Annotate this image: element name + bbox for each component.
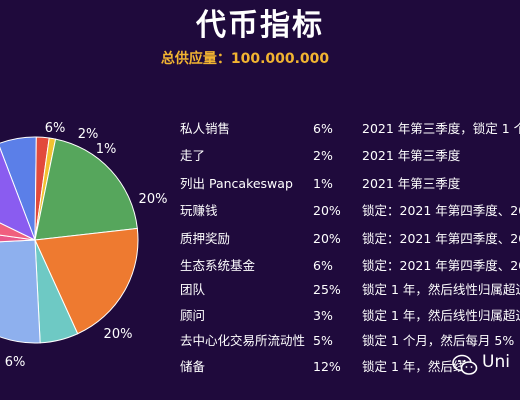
allocation-percent: 5%	[313, 333, 333, 348]
allocation-percent: 25%	[313, 282, 341, 297]
pie-slice	[34, 138, 138, 241]
allocation-note: 锁定 1 年，然后线性归属超过	[362, 308, 520, 323]
pie-label: 2%	[78, 127, 99, 142]
allocation-note: 锁定：2021 年第四季度、20	[362, 203, 520, 218]
pie-label: 20%	[139, 192, 168, 207]
allocation-note: 2021 年第三季度	[362, 148, 461, 163]
allocation-note: 2021 年第三季度	[362, 176, 461, 191]
pie-label: 1%	[96, 142, 117, 157]
total-supply: 总供应量：100.000.000	[160, 51, 330, 67]
allocation-percent: 3%	[313, 308, 333, 323]
allocation-name: 质押奖励	[180, 231, 231, 246]
allocation-percent: 6%	[313, 258, 333, 273]
allocation-note: 锁定：2021 年第四季度、20	[362, 258, 520, 273]
allocation-name: 列出 Pancakeswap	[180, 176, 293, 191]
pie-label: 6%	[45, 121, 66, 136]
allocation-percent: 20%	[313, 203, 341, 218]
wechat-icon	[452, 354, 478, 375]
allocation-note: 锁定：2021 年第四季度、20	[362, 231, 520, 246]
allocation-percent: 12%	[313, 359, 341, 374]
pie-label: 20%	[104, 327, 133, 342]
chart-title: 代币指标	[196, 8, 324, 43]
pie-slice	[0, 146, 36, 242]
allocation-name: 储备	[180, 359, 206, 374]
pie-slice	[0, 239, 41, 344]
allocation-note: 锁定 1 年，然后线性归属超过	[362, 282, 520, 297]
allocation-name: 去中心化交易所流动性	[180, 333, 306, 348]
allocation-note: 2021 年第三季度，锁定 1 个	[362, 121, 520, 136]
allocation-name: 顾问	[180, 308, 206, 323]
pie-slice	[34, 227, 139, 335]
allocation-name: 走了	[180, 148, 206, 163]
allocation-note: 锁定 1 年，然后线	[362, 359, 466, 374]
allocation-name: 生态系统基金	[180, 258, 256, 273]
allocation-percent: 20%	[313, 231, 341, 246]
allocation-percent: 1%	[313, 176, 333, 191]
allocation-name: 私人销售	[180, 121, 231, 136]
allocation-name: 团队	[180, 282, 206, 297]
allocation-percent: 2%	[313, 148, 333, 163]
watermark-text: Uni	[482, 352, 510, 372]
pie-label: 6%	[5, 355, 26, 370]
allocation-percent: 6%	[313, 121, 333, 136]
allocation-note: 锁定 1 个月，然后每月 5%	[362, 333, 515, 348]
allocation-name: 玩赚钱	[180, 203, 218, 218]
